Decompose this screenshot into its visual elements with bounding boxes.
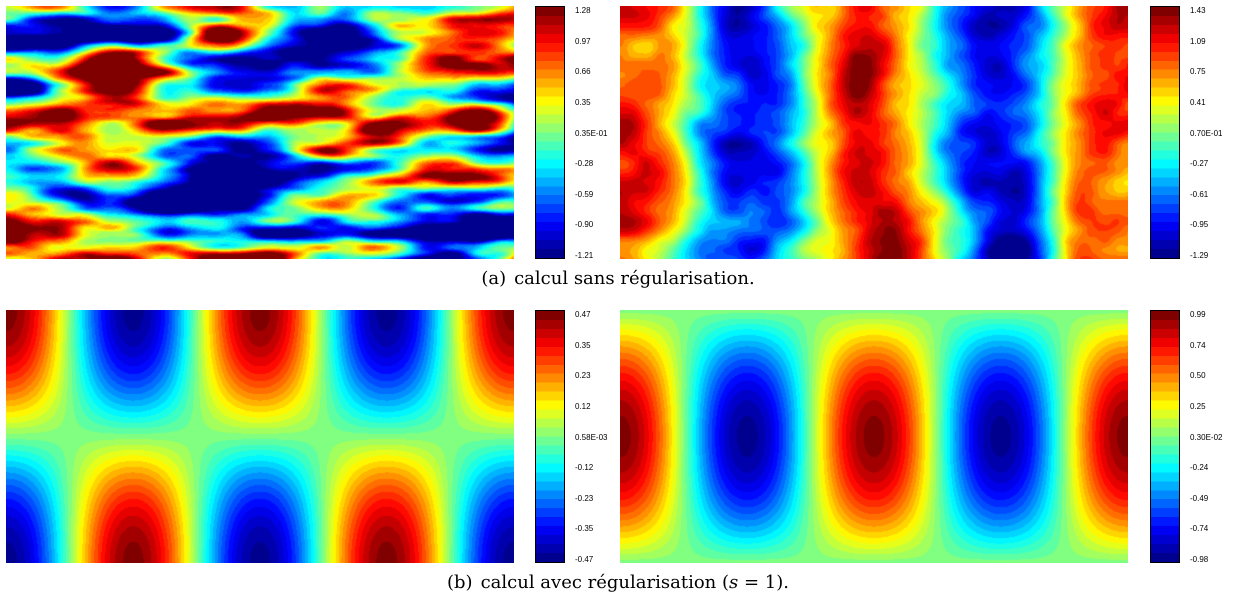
colorbar-tick-label: -0.24 — [1190, 463, 1209, 473]
caption-b-tag: (b) — [447, 572, 473, 593]
colorbar-tick-label: 0.41 — [1190, 97, 1206, 107]
colorbar-tick-label: -0.27 — [1190, 159, 1209, 169]
colorbar-tick-label: -0.49 — [1190, 493, 1209, 503]
colorbar-tick-label: -1.21 — [575, 251, 594, 260]
colorbar-tick-label: -0.90 — [575, 220, 594, 230]
colorbar-tick-label: 0.66 — [575, 67, 591, 77]
colorbar-tick-label: 0.25 — [1190, 401, 1206, 411]
caption-b-text-after: = 1). — [738, 572, 789, 593]
colorbar-tick-label: -0.12 — [575, 463, 594, 473]
colorbar-tick-label: 1.28 — [575, 6, 591, 15]
colorbar-tick-label: -0.28 — [575, 159, 594, 169]
colorbar-tick-label: 0.75 — [1190, 67, 1206, 77]
colorbar-tick-label: -0.23 — [575, 493, 594, 503]
colorbar-a-right — [1150, 6, 1180, 259]
colorbar-tick-label: 0.99 — [1190, 310, 1206, 319]
caption-b: (b) calcul avec régularisation (s = 1). — [0, 572, 1236, 593]
colorbar-tick-label: 0.47 — [575, 310, 591, 319]
caption-b-text-before: calcul avec régularisation ( — [480, 572, 730, 593]
colorbar-tick-label: -0.35 — [575, 524, 594, 534]
colorbar-b-left — [535, 310, 565, 563]
field-plot-a-left — [6, 6, 514, 259]
caption-a: (a) calcul sans régularisation. — [0, 268, 1236, 289]
colorbar-tick-label: 0.50 — [1190, 371, 1206, 381]
colorbar-tick-label: 0.35 — [575, 97, 591, 107]
colorbar-tick-label: -1.29 — [1190, 251, 1209, 260]
colorbar-a-left — [535, 6, 565, 259]
field-plot-b-left — [6, 310, 514, 563]
colorbar-tick-label: -0.74 — [1190, 524, 1209, 534]
caption-a-tag: (a) — [481, 268, 507, 289]
colorbar-tick-label: 1.09 — [1190, 36, 1206, 46]
colorbar-tick-label: 0.74 — [1190, 340, 1206, 350]
caption-a-text: calcul sans régularisation. — [514, 268, 755, 289]
colorbar-tick-label: 0.70E-01 — [1190, 128, 1223, 138]
colorbar-tick-label: -0.98 — [1190, 555, 1209, 564]
colorbar-tick-label: 0.12 — [575, 401, 591, 411]
colorbar-tick-label: 0.35E-01 — [575, 128, 608, 138]
caption-b-var: s — [729, 572, 739, 593]
colorbar-tick-label: 0.35 — [575, 340, 591, 350]
field-plot-a-right — [620, 6, 1128, 259]
colorbar-tick-label: 0.97 — [575, 36, 591, 46]
colorbar-tick-label: 0.23 — [575, 371, 591, 381]
colorbar-tick-label: -0.59 — [575, 189, 594, 199]
field-plot-b-right — [620, 310, 1128, 563]
colorbar-b-right — [1150, 310, 1180, 563]
colorbar-tick-label: -0.95 — [1190, 220, 1209, 230]
colorbar-tick-label: -0.47 — [575, 555, 594, 564]
colorbar-tick-label: 1.43 — [1190, 6, 1206, 15]
colorbar-tick-label: 0.30E-02 — [1190, 432, 1223, 442]
colorbar-tick-label: 0.58E-03 — [575, 432, 608, 442]
colorbar-tick-label: -0.61 — [1190, 189, 1209, 199]
